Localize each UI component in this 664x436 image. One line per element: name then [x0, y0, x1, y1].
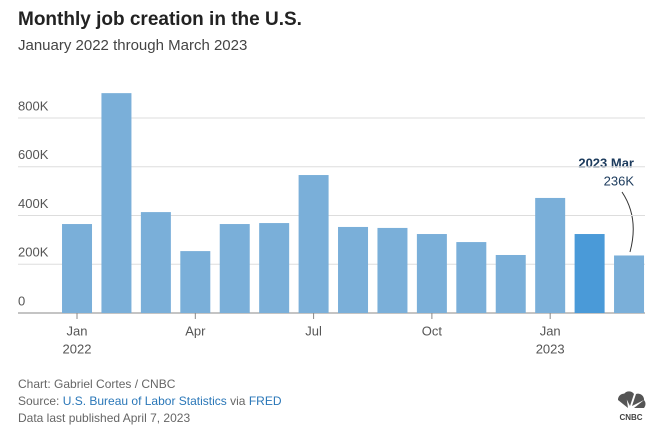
- chart-title: Monthly job creation in the U.S.: [18, 9, 302, 30]
- source-link[interactable]: FRED: [249, 394, 282, 408]
- source-via: via: [230, 394, 246, 408]
- x-tick-label: Oct: [422, 323, 443, 338]
- published-note: Data last published April 7, 2023: [18, 411, 190, 425]
- source: Source: U.S. Bureau of Labor Statistics …: [18, 394, 282, 408]
- x-tick-label: Jul: [305, 323, 322, 338]
- y-tick-label: 600K: [18, 147, 49, 162]
- value-label: 236K: [604, 173, 635, 188]
- bar: [219, 224, 250, 313]
- annotation-connector: [621, 191, 634, 253]
- x-tick-label: Jan: [67, 323, 88, 338]
- annotation: 2023 Mar: [578, 155, 634, 170]
- source-prefix: Source:: [18, 394, 59, 408]
- logo-text: CNBC: [619, 413, 642, 422]
- bar: [535, 197, 566, 313]
- bar: [377, 227, 408, 313]
- bar: [338, 226, 369, 313]
- bar: [495, 254, 526, 313]
- x-tick-label: Apr: [185, 323, 206, 338]
- y-tick-label: 800K: [18, 98, 49, 113]
- bar: [180, 251, 211, 313]
- bar: [101, 93, 132, 313]
- bar: [259, 223, 290, 313]
- y-tick-label: 0: [18, 293, 25, 308]
- source-link[interactable]: U.S. Bureau of Labor Statistics: [63, 394, 227, 408]
- bar: [614, 255, 645, 313]
- x-tick-label: 2023: [536, 341, 565, 356]
- logo: CNBC: [617, 391, 646, 422]
- bar: [62, 224, 93, 313]
- y-tick-label: 200K: [18, 245, 49, 260]
- bar: [574, 234, 605, 313]
- bar: [298, 175, 329, 313]
- y-tick-label: 400K: [18, 196, 49, 211]
- bar: [456, 242, 487, 313]
- logo-peacock: [617, 391, 646, 408]
- chart-subtitle: January 2022 through March 2023: [18, 37, 247, 54]
- bar: [140, 212, 171, 313]
- x-tick-label: 2022: [63, 341, 92, 356]
- x-tick-label: Jan: [540, 323, 561, 338]
- bar: [416, 234, 447, 313]
- credit: Chart: Gabriel Cortes / CNBC: [18, 377, 176, 391]
